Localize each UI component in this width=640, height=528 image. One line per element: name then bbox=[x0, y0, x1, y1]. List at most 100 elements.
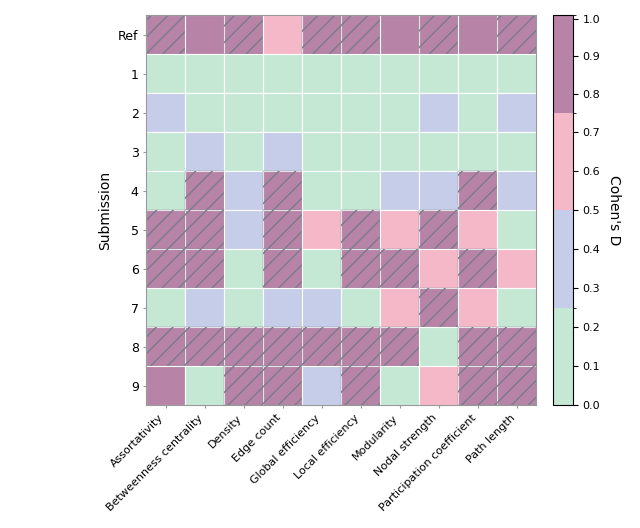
Bar bbox=[341, 249, 380, 288]
Bar bbox=[147, 210, 185, 249]
Bar bbox=[224, 210, 263, 249]
Bar bbox=[263, 366, 302, 405]
Bar bbox=[497, 210, 536, 249]
Bar bbox=[458, 210, 497, 249]
Bar bbox=[341, 210, 380, 249]
Bar bbox=[380, 327, 419, 366]
Bar bbox=[419, 366, 458, 405]
Bar bbox=[380, 171, 419, 210]
Bar bbox=[224, 366, 263, 405]
Bar bbox=[458, 288, 497, 327]
Bar bbox=[497, 171, 536, 210]
Bar bbox=[419, 171, 458, 210]
Bar bbox=[458, 249, 497, 288]
Bar bbox=[263, 171, 302, 210]
Bar bbox=[147, 15, 185, 54]
Bar bbox=[341, 366, 380, 405]
Bar bbox=[302, 249, 341, 288]
Bar bbox=[419, 132, 458, 171]
Bar bbox=[458, 132, 497, 171]
Bar bbox=[185, 15, 224, 54]
Bar bbox=[224, 171, 263, 210]
Bar bbox=[224, 54, 263, 93]
Bar bbox=[497, 366, 536, 405]
Bar bbox=[263, 210, 302, 249]
Bar bbox=[380, 93, 419, 132]
Bar bbox=[419, 54, 458, 93]
Bar bbox=[419, 15, 458, 54]
Bar bbox=[380, 210, 419, 249]
Bar bbox=[263, 210, 302, 249]
Bar bbox=[147, 210, 185, 249]
Bar bbox=[263, 366, 302, 405]
Bar bbox=[263, 327, 302, 366]
Bar bbox=[147, 327, 185, 366]
Bar bbox=[185, 171, 224, 210]
Bar bbox=[341, 327, 380, 366]
Bar bbox=[185, 249, 224, 288]
Bar bbox=[185, 54, 224, 93]
Bar bbox=[497, 249, 536, 288]
Bar bbox=[380, 327, 419, 366]
Bar bbox=[497, 288, 536, 327]
Bar bbox=[185, 210, 224, 249]
Bar bbox=[380, 249, 419, 288]
Bar bbox=[497, 54, 536, 93]
Bar bbox=[185, 327, 224, 366]
Bar bbox=[458, 171, 497, 210]
Bar bbox=[341, 366, 380, 405]
Bar bbox=[185, 288, 224, 327]
Bar bbox=[419, 327, 458, 366]
Bar bbox=[419, 210, 458, 249]
Bar bbox=[263, 249, 302, 288]
Bar bbox=[497, 132, 536, 171]
Bar bbox=[341, 132, 380, 171]
Bar bbox=[147, 132, 185, 171]
Bar bbox=[341, 249, 380, 288]
Bar bbox=[380, 366, 419, 405]
Bar bbox=[185, 132, 224, 171]
Bar bbox=[380, 132, 419, 171]
Bar bbox=[497, 327, 536, 366]
Bar bbox=[419, 210, 458, 249]
Bar bbox=[419, 93, 458, 132]
Bar bbox=[147, 327, 185, 366]
Bar bbox=[419, 288, 458, 327]
Bar bbox=[147, 93, 185, 132]
Bar bbox=[458, 366, 497, 405]
Bar bbox=[302, 327, 341, 366]
Bar bbox=[185, 210, 224, 249]
Bar bbox=[302, 210, 341, 249]
Bar bbox=[341, 288, 380, 327]
Bar bbox=[341, 210, 380, 249]
Bar bbox=[224, 327, 263, 366]
Bar bbox=[147, 249, 185, 288]
Bar bbox=[341, 15, 380, 54]
Bar bbox=[302, 132, 341, 171]
Bar bbox=[263, 132, 302, 171]
Y-axis label: Cohen's D: Cohen's D bbox=[607, 175, 621, 246]
Bar bbox=[147, 54, 185, 93]
Bar bbox=[224, 366, 263, 405]
Bar bbox=[147, 366, 185, 405]
Bar bbox=[341, 15, 380, 54]
Bar bbox=[263, 15, 302, 54]
Bar bbox=[224, 327, 263, 366]
Bar bbox=[302, 54, 341, 93]
Bar bbox=[224, 288, 263, 327]
Bar bbox=[497, 15, 536, 54]
Bar bbox=[458, 249, 497, 288]
Bar bbox=[419, 15, 458, 54]
Bar bbox=[302, 93, 341, 132]
Bar bbox=[185, 93, 224, 132]
Bar bbox=[380, 15, 419, 54]
Bar bbox=[302, 171, 341, 210]
Bar bbox=[224, 15, 263, 54]
Bar bbox=[302, 366, 341, 405]
Bar bbox=[497, 327, 536, 366]
Bar bbox=[341, 327, 380, 366]
Bar bbox=[147, 171, 185, 210]
Bar bbox=[341, 54, 380, 93]
Bar bbox=[341, 171, 380, 210]
Bar bbox=[341, 93, 380, 132]
